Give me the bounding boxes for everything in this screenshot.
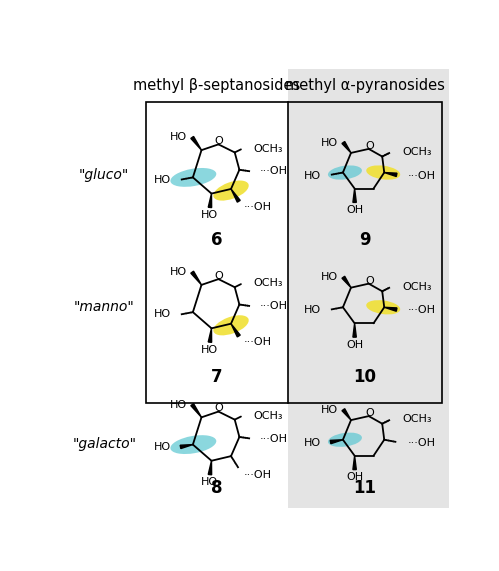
Polygon shape [353, 188, 356, 202]
Polygon shape [208, 194, 212, 208]
Text: 7: 7 [211, 368, 223, 385]
Text: methyl β-septanosides: methyl β-septanosides [133, 78, 300, 93]
Text: HO: HO [304, 305, 321, 315]
Polygon shape [191, 404, 202, 417]
Text: HO: HO [202, 477, 219, 487]
Text: HO: HO [154, 175, 171, 184]
Polygon shape [180, 445, 193, 449]
Text: ···OH: ···OH [259, 166, 287, 176]
Text: O: O [215, 136, 224, 146]
Text: "galacto": "galacto" [72, 437, 136, 451]
Polygon shape [208, 328, 212, 343]
Polygon shape [353, 456, 356, 469]
Text: OH: OH [346, 205, 363, 215]
Ellipse shape [170, 435, 216, 454]
Text: ···OH: ···OH [244, 203, 271, 212]
Text: ···OH: ···OH [244, 469, 271, 480]
Text: HO: HO [321, 272, 338, 282]
Text: HO: HO [154, 309, 171, 319]
Text: O: O [215, 404, 224, 413]
Text: O: O [365, 408, 374, 418]
Polygon shape [231, 189, 240, 202]
Polygon shape [191, 136, 202, 150]
Polygon shape [330, 440, 343, 444]
Text: OCH₃: OCH₃ [253, 411, 283, 421]
Text: HO: HO [170, 132, 187, 142]
Text: HO: HO [154, 442, 171, 452]
Bar [146, 102, 288, 403]
Text: ···OH: ···OH [259, 433, 287, 444]
Ellipse shape [366, 300, 400, 315]
Ellipse shape [366, 166, 400, 180]
Bar [146, 102, 442, 403]
Bar [288, 69, 449, 508]
Polygon shape [353, 323, 356, 337]
Bar [146, 403, 288, 508]
Text: "gluco": "gluco" [79, 168, 129, 182]
Ellipse shape [328, 166, 362, 180]
Text: HO: HO [170, 267, 187, 277]
Text: "manno": "manno" [74, 300, 135, 314]
Polygon shape [342, 142, 351, 153]
Text: HO: HO [170, 400, 187, 409]
Text: HO: HO [202, 210, 219, 220]
Text: O: O [365, 276, 374, 286]
Text: HO: HO [321, 138, 338, 147]
Text: HO: HO [304, 438, 321, 448]
Ellipse shape [213, 180, 249, 200]
Ellipse shape [213, 315, 249, 335]
Text: ···OH: ···OH [408, 171, 436, 180]
Text: 9: 9 [359, 231, 370, 249]
Polygon shape [384, 172, 397, 176]
Polygon shape [208, 461, 212, 475]
Text: ···OH: ···OH [408, 305, 436, 315]
Text: HO: HO [202, 345, 219, 355]
Polygon shape [231, 324, 240, 337]
Polygon shape [191, 271, 202, 285]
Text: 6: 6 [211, 231, 223, 249]
Text: ···OH: ···OH [244, 337, 271, 347]
Text: HO: HO [321, 405, 338, 415]
Ellipse shape [170, 168, 216, 187]
Text: ···OH: ···OH [408, 438, 436, 448]
Text: OH: OH [346, 472, 363, 482]
Polygon shape [342, 409, 351, 420]
Text: OCH₃: OCH₃ [402, 282, 432, 292]
Text: methyl α-pyranosides: methyl α-pyranosides [285, 78, 445, 93]
Text: HO: HO [304, 171, 321, 180]
Text: OCH₃: OCH₃ [253, 278, 283, 288]
Polygon shape [384, 307, 397, 311]
Text: OCH₃: OCH₃ [402, 147, 432, 157]
Text: OCH₃: OCH₃ [402, 414, 432, 424]
Ellipse shape [328, 433, 362, 447]
Text: O: O [215, 271, 224, 281]
Text: 8: 8 [211, 479, 223, 497]
Text: 11: 11 [353, 479, 376, 497]
Text: ···OH: ···OH [259, 301, 287, 311]
Text: OCH₃: OCH₃ [253, 143, 283, 154]
Text: OH: OH [346, 340, 363, 350]
Polygon shape [342, 276, 351, 288]
Text: O: O [365, 141, 374, 151]
Text: 10: 10 [353, 368, 376, 385]
